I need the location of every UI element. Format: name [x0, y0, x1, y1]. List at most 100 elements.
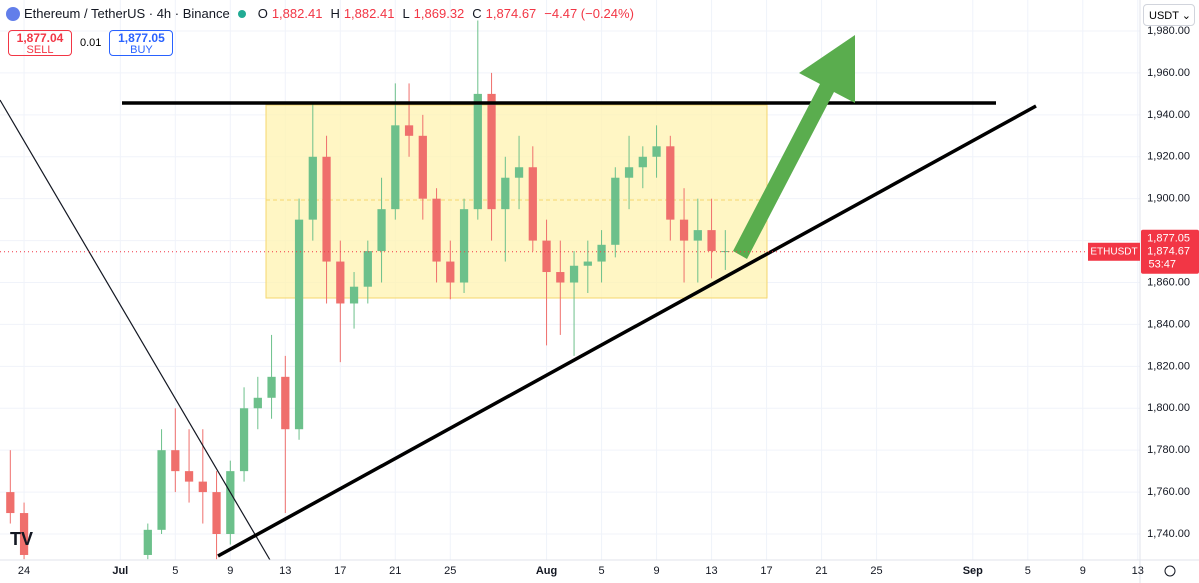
x-tick-label: 13 — [705, 565, 717, 577]
y-tick-label: 1,900.00 — [1147, 193, 1190, 205]
candle-body — [143, 529, 152, 555]
price-tag-bg — [1141, 229, 1199, 274]
candle-body — [624, 167, 634, 178]
x-tick-label: 9 — [653, 565, 659, 577]
range-box — [265, 104, 768, 299]
last-tag: 1,874.67 — [1147, 246, 1190, 258]
candle-body — [239, 408, 249, 472]
buy-price: 1,877.05 — [118, 31, 165, 45]
ohlc-value: 1,874.67 — [485, 6, 537, 21]
x-tick-label: 9 — [1080, 565, 1086, 577]
ohlc-key: L — [402, 6, 410, 21]
ask-tag: 1,877.05 — [1147, 233, 1190, 245]
x-tick-label: 25 — [870, 565, 882, 577]
x-tick-label: 21 — [389, 565, 401, 577]
y-tick-label: 1,780.00 — [1147, 444, 1190, 456]
sell-price: 1,877.04 — [16, 31, 64, 45]
candle-body — [6, 492, 15, 514]
tv-logo: TV — [10, 529, 33, 549]
candle-body — [487, 93, 496, 210]
candle-body — [404, 125, 414, 136]
currency: USDT — [1149, 10, 1179, 22]
x-tick-label: 17 — [760, 565, 772, 577]
candle-body — [336, 261, 345, 304]
symbol-title: Ethereum / TetherUS · 4h · Binance — [24, 6, 230, 21]
candle-body — [514, 167, 524, 178]
candle-body — [253, 397, 262, 409]
candle-body — [363, 251, 372, 287]
change: −4.47 (−0.24%) — [544, 6, 634, 21]
sell-button[interactable]: 1,877.04 SELL — [8, 30, 72, 56]
x-tick-label: 5 — [1025, 565, 1031, 577]
y-tick-label: 1,760.00 — [1147, 486, 1190, 498]
symbol-tag-bg — [1088, 242, 1140, 261]
spread: 0.01 — [80, 37, 102, 49]
candle-body — [294, 219, 304, 430]
candle-body — [281, 376, 290, 430]
candle-body — [666, 146, 675, 220]
candle-body — [212, 492, 221, 535]
x-tick-label: 5 — [598, 565, 604, 577]
candle-body — [473, 93, 482, 210]
candle-body — [556, 272, 565, 283]
y-tick-label: 1,800.00 — [1147, 402, 1190, 414]
y-tick-label: 1,740.00 — [1147, 528, 1190, 540]
x-tick-label: 24 — [18, 565, 30, 577]
candle-body — [459, 209, 469, 283]
x-tick-label: Sep — [963, 565, 983, 577]
y-tick-label: 1,960.00 — [1147, 67, 1190, 79]
x-tick-label: 9 — [227, 565, 233, 577]
buy-button[interactable]: 1,877.05 BUY — [109, 30, 174, 56]
y-tick-label: 1,980.00 — [1147, 25, 1190, 37]
candle-body — [638, 156, 647, 168]
sell-label: SELL — [26, 44, 54, 56]
status-dot — [237, 9, 246, 18]
candle-body — [528, 167, 537, 241]
candle-body — [322, 156, 331, 262]
candle-body — [391, 125, 400, 210]
candle-body — [597, 244, 606, 262]
candle-body — [198, 481, 207, 493]
coin-icon — [6, 6, 20, 21]
candle-body — [418, 135, 427, 199]
candle-body — [652, 146, 661, 157]
candle-body — [432, 198, 441, 262]
ohlc-key: H — [330, 6, 340, 21]
trade-panel: 1,877.04 SELL 0.01 1,877.05 BUY — [8, 30, 174, 56]
candle-body — [721, 251, 730, 253]
candle-body — [349, 286, 359, 304]
axes: 1,740.00 1,760.00 1,780.00 1,800.00 1,820.00… — [0, 25, 1199, 577]
candle-body — [501, 177, 510, 210]
currency-select[interactable]: USDT ⌄ — [1143, 4, 1195, 26]
buy-label: BUY — [130, 44, 153, 56]
y-tick-label: 1,920.00 — [1147, 151, 1190, 163]
x-tick-label: 13 — [1132, 565, 1144, 577]
y-tick-label: 1,840.00 — [1147, 318, 1190, 330]
candle-body — [693, 230, 702, 241]
candle-body — [184, 471, 194, 482]
ohlc-key: O — [257, 6, 268, 21]
legend: Ethereum / TetherUS · 4h · Binance O 1,88… — [6, 6, 634, 21]
candle-body — [19, 513, 29, 555]
candles — [6, 20, 730, 560]
x-tick-label: 5 — [172, 565, 178, 577]
settings-icon[interactable] — [1164, 565, 1176, 577]
candle-body — [611, 177, 620, 245]
x-tick-label: Aug — [536, 565, 557, 577]
candle-body — [569, 265, 579, 283]
x-tick-label: Jul — [112, 565, 128, 577]
ohlc-key: C — [472, 6, 482, 21]
candle-body — [707, 230, 716, 252]
y-tick-label: 1,940.00 — [1147, 109, 1190, 121]
x-tick-label: 25 — [444, 565, 456, 577]
x-tick-label: 21 — [815, 565, 827, 577]
candle-body — [308, 156, 317, 220]
candle-body — [679, 219, 689, 241]
svg-text:TV: TV — [10, 529, 33, 549]
candle-body — [226, 471, 235, 535]
up-arrow — [733, 35, 855, 259]
ohlc-value: 1,882.41 — [343, 6, 395, 21]
x-tick-label: 17 — [334, 565, 346, 577]
